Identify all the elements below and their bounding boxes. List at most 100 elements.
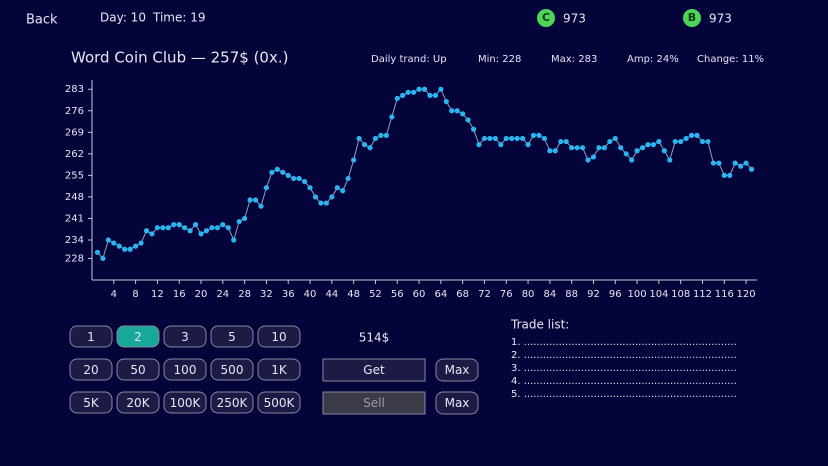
amount-button-label: 10 [271,330,286,344]
price-point [661,148,667,154]
amount-button[interactable] [69,358,113,381]
price-point [694,132,700,138]
amount-button-label: 100K [170,396,202,410]
back-button[interactable]: Back [26,13,58,28]
price-point [705,138,711,145]
amount-button[interactable] [163,391,207,414]
amount-button-label: 5K [83,396,100,410]
price-point [618,145,624,151]
price-point [449,108,455,114]
amount-button[interactable] [210,325,254,348]
x-tick-label: 60 [413,289,426,300]
price-point [138,240,144,246]
price-point [329,194,335,200]
y-tick-label: 234 [65,235,84,246]
time-label: Time: 19 [152,11,206,25]
price-point [525,142,531,148]
price-point [601,145,607,151]
stock-stat: Daily trand: Up [371,54,447,65]
price-point [536,132,542,138]
amount-button[interactable] [257,358,301,381]
stock-stat: Min: 228 [478,54,521,65]
get-button[interactable] [322,358,426,382]
stock-title: Word Coin Club — 257$ (0x.) [71,49,288,67]
amount-button[interactable] [116,325,160,348]
price-point [443,98,449,105]
x-tick-label: 92 [587,289,600,300]
y-tick-label: 228 [65,253,84,264]
amount-button[interactable] [163,325,207,348]
amount-button[interactable] [69,391,113,414]
x-tick-label: 112 [693,289,712,300]
price-point [378,132,384,138]
x-tick-label: 80 [522,289,535,300]
price-point [716,160,722,166]
price-point [116,243,122,249]
sell-button[interactable] [322,391,426,415]
trade-list-row: 4. .....................................… [511,376,737,387]
amount-button[interactable] [163,358,207,381]
amount-button[interactable] [210,391,254,414]
x-tick-label: 108 [671,289,690,300]
price-point [209,225,215,231]
price-point [688,132,695,138]
amount-button[interactable] [116,358,160,381]
price-point [182,225,188,231]
x-tick-label: 8 [132,289,138,300]
price-point [530,132,537,138]
price-point [340,188,346,194]
amount-button[interactable] [257,325,301,348]
price-point [400,92,406,98]
price-point [203,228,210,234]
stock-stat: Change: 11% [697,54,764,65]
amount-button-label: 500K [264,396,296,410]
price-point [133,243,139,249]
price-point [165,225,171,231]
x-tick-label: 116 [715,289,734,300]
x-tick-label: 52 [369,289,382,300]
price-point [280,169,286,175]
price-point [160,225,166,231]
x-tick-label: 16 [173,289,186,300]
price-point [94,249,101,255]
amount-button-label: 1K [271,363,288,377]
price-point [143,228,150,234]
amount-button[interactable] [210,358,254,381]
price-point [612,135,618,142]
amount-button[interactable] [116,391,160,414]
price-point [667,157,673,163]
price-point [650,142,657,148]
amount-button[interactable] [257,391,301,414]
price-point [323,200,329,206]
price-point [389,114,395,120]
price-point [678,138,684,145]
price-point [127,246,133,252]
x-tick-label: 68 [456,289,469,300]
amount-button[interactable] [69,325,113,348]
x-tick-label: 104 [649,289,668,300]
price-point [285,172,291,178]
price-point [236,218,242,225]
x-tick-label: 76 [500,289,513,300]
y-tick-label: 241 [65,213,84,224]
max-sell-button[interactable] [435,391,479,415]
x-tick-label: 56 [391,289,404,300]
price-point [220,222,226,228]
x-tick-label: 44 [325,289,338,300]
x-tick-label: 40 [304,289,317,300]
y-tick-label: 269 [65,127,84,138]
max-get-button[interactable] [435,358,479,382]
y-tick-label: 276 [65,106,84,117]
price-point [192,222,199,228]
price-point [307,185,313,191]
amount-button-label: 500 [221,363,244,377]
price-point [105,237,111,243]
price-point [509,135,515,142]
price-point [149,231,155,237]
price-point [639,145,646,151]
price-point [721,172,727,178]
price-point [552,148,558,154]
price-point [454,108,460,114]
price-point [699,138,706,145]
trade-list-row: 5. .....................................… [511,389,737,400]
